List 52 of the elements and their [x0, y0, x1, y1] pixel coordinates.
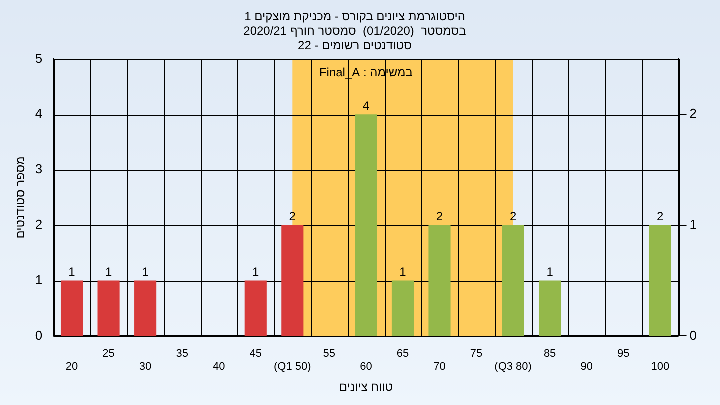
x-tick-label: 25: [102, 348, 115, 360]
x-tick-label: 35: [176, 348, 188, 360]
y-tick-label: 2: [35, 216, 43, 232]
data-label: 1: [252, 265, 260, 280]
x-tick-label: 45: [250, 348, 262, 360]
bar: [60, 280, 84, 336]
x-tick-label: 75: [470, 348, 483, 360]
x-axis-title: טווח ציונים: [339, 380, 394, 394]
bar: [539, 280, 562, 336]
bar: [282, 225, 304, 336]
x-tick-label: 70: [434, 361, 446, 374]
data-label: 1: [142, 265, 150, 280]
x-tick-label: 20: [66, 361, 78, 374]
bar: [649, 225, 672, 336]
x-tick-label: 95: [617, 348, 630, 360]
x-tick-label: 90: [580, 361, 593, 374]
y-axis-title: מספר סטודנטים: [14, 156, 28, 239]
y2-tick-label: 0: [690, 328, 698, 343]
data-label: 1: [105, 265, 112, 280]
x-tick-label: (Q3 80): [494, 361, 532, 374]
data-label: 2: [657, 210, 664, 224]
bar: [134, 280, 157, 336]
y2-tick-label: 1: [690, 216, 698, 232]
data-label: 1: [68, 265, 76, 280]
data-label: 2: [510, 210, 517, 224]
bar: [502, 225, 524, 336]
y-tick-label: 5: [35, 50, 43, 66]
bar: [392, 280, 414, 336]
x-tick-label: 30: [139, 361, 152, 374]
x-tick-label: 40: [212, 361, 226, 374]
y-tick-label: 4: [35, 106, 43, 122]
data-label: 2: [436, 210, 444, 224]
data-label: 1: [400, 265, 407, 280]
bar: [428, 225, 451, 336]
y-tick-label: 1: [35, 272, 43, 288]
x-tick-label: 100: [651, 361, 670, 374]
chart-title: היסטוגרמת ציונים בקורס - מכניקת מוצקים 1: [244, 10, 466, 24]
x-tick-label: 65: [396, 348, 410, 360]
y2-tick-label: 2: [690, 106, 698, 122]
bar: [244, 280, 267, 336]
x-tick-label: 85: [544, 348, 556, 360]
y-tick-label: 0: [35, 328, 43, 343]
data-label: 1: [546, 265, 554, 280]
bar: [355, 114, 378, 336]
y-tick-label: 3: [35, 162, 43, 177]
chart-subtitle: בסמסטר (01/2020) סמסטר חורף 2020/21 סטודנטים רשומים - 22: [244, 24, 466, 52]
data-label: 4: [362, 98, 370, 113]
bar: [98, 280, 120, 336]
x-tick-label: 60: [360, 361, 372, 374]
data-label: 2: [289, 210, 296, 224]
x-tick-label: 55: [323, 348, 336, 360]
x-tick-label: (Q1 50): [274, 361, 312, 374]
